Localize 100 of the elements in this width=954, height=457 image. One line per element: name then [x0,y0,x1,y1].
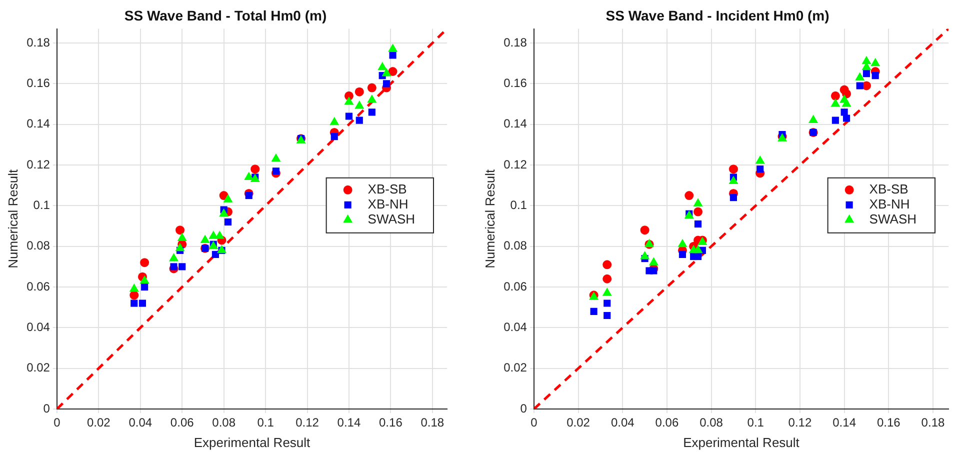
x-tick-label: 0.18 [921,416,945,430]
point [604,300,611,307]
y-tick-label: 0.18 [26,35,50,50]
point [367,83,376,92]
point [140,258,150,268]
point [755,155,765,164]
y-tick-label: 0.14 [504,116,528,131]
point [694,220,702,228]
point [356,116,363,124]
point [830,98,840,107]
point [368,108,376,116]
point [388,44,398,52]
point [648,257,658,266]
point [830,91,840,100]
point [693,198,703,206]
y-tick-label: 0.18 [504,35,528,50]
x-axis-title: Experimental Result [683,434,800,450]
point [177,232,187,241]
point [367,94,377,103]
point [678,250,686,258]
point [168,253,179,262]
point [684,191,694,200]
point [344,96,354,105]
point [728,164,738,174]
x-tick-label: 0.14 [337,416,361,430]
point [176,226,185,235]
y-tick-label: 0.02 [26,360,50,375]
point [856,82,864,90]
chart-title: SS Wave Band - Incident Hm0 (m) [606,7,830,24]
x-tick-label: 0.14 [832,416,856,430]
point [389,52,396,59]
point [756,166,764,173]
point [214,230,224,239]
y-tick-label: 0 [43,401,50,416]
chart-title: SS Wave Band - Total Hm0 (m) [124,7,327,24]
point [694,207,702,216]
point [175,242,185,252]
point [378,62,388,70]
point [842,98,852,107]
y-tick-label: 0.02 [504,360,528,375]
y-tick-label: 0.12 [504,157,528,172]
point [640,251,650,260]
point [345,112,353,120]
point [862,56,872,64]
point [590,308,598,315]
point [224,218,232,226]
point [855,72,865,80]
y-tick-label: 0.08 [26,238,50,253]
y-axis-title: Numerical Result [5,169,20,268]
point [872,72,879,80]
point [728,176,738,184]
legend-label: XB-NH [368,196,408,212]
point [388,66,398,76]
point [250,164,260,174]
point [330,133,338,140]
x-tick-label: 0.1 [257,416,274,430]
point [602,260,612,270]
point [223,194,233,202]
x-tick-label: 0.02 [566,416,590,430]
point [271,153,281,162]
x-tick-label: 0.02 [86,416,111,430]
y-tick-label: 0.04 [26,320,50,334]
x-tick-label: 0.04 [128,416,152,430]
x-tick-label: 0.1 [747,416,764,430]
point [200,234,210,243]
point [212,250,220,258]
point [694,252,702,260]
y-tick-label: 0.08 [504,238,528,253]
point [178,263,186,270]
x-tick-label: 0.08 [212,416,236,430]
y-tick-label: 0.06 [26,279,50,294]
point [693,244,703,254]
point [640,226,650,235]
x-tick-label: 0.18 [420,416,444,430]
point [245,192,252,200]
y-tick-label: 0.06 [504,279,528,294]
point [602,274,612,284]
point [678,238,688,248]
y-tick-label: 0.1 [33,198,50,212]
point [354,100,364,109]
x-tick-label: 0.04 [610,416,635,430]
point [244,172,254,180]
point [141,283,148,291]
legend-label: XB-NH [869,196,910,212]
legend-label: SWASH [869,211,917,226]
x-tick-label: 0 [530,416,538,430]
x-tick-label: 0.16 [876,416,901,430]
x-tick-label: 0.08 [700,416,724,430]
point [382,80,390,88]
x-tick-label: 0.16 [379,416,403,430]
y-tick-label: 0 [520,401,528,416]
x-tick-label: 0 [54,416,61,430]
y-tick-label: 0.12 [26,157,50,172]
legend-label: XB-SB [368,181,407,196]
point [870,58,880,66]
point [808,114,818,124]
y-tick-label: 0.16 [26,76,50,90]
x-tick-label: 0.06 [170,416,194,430]
y-tick-label: 0.1 [510,198,528,212]
point [650,267,658,274]
